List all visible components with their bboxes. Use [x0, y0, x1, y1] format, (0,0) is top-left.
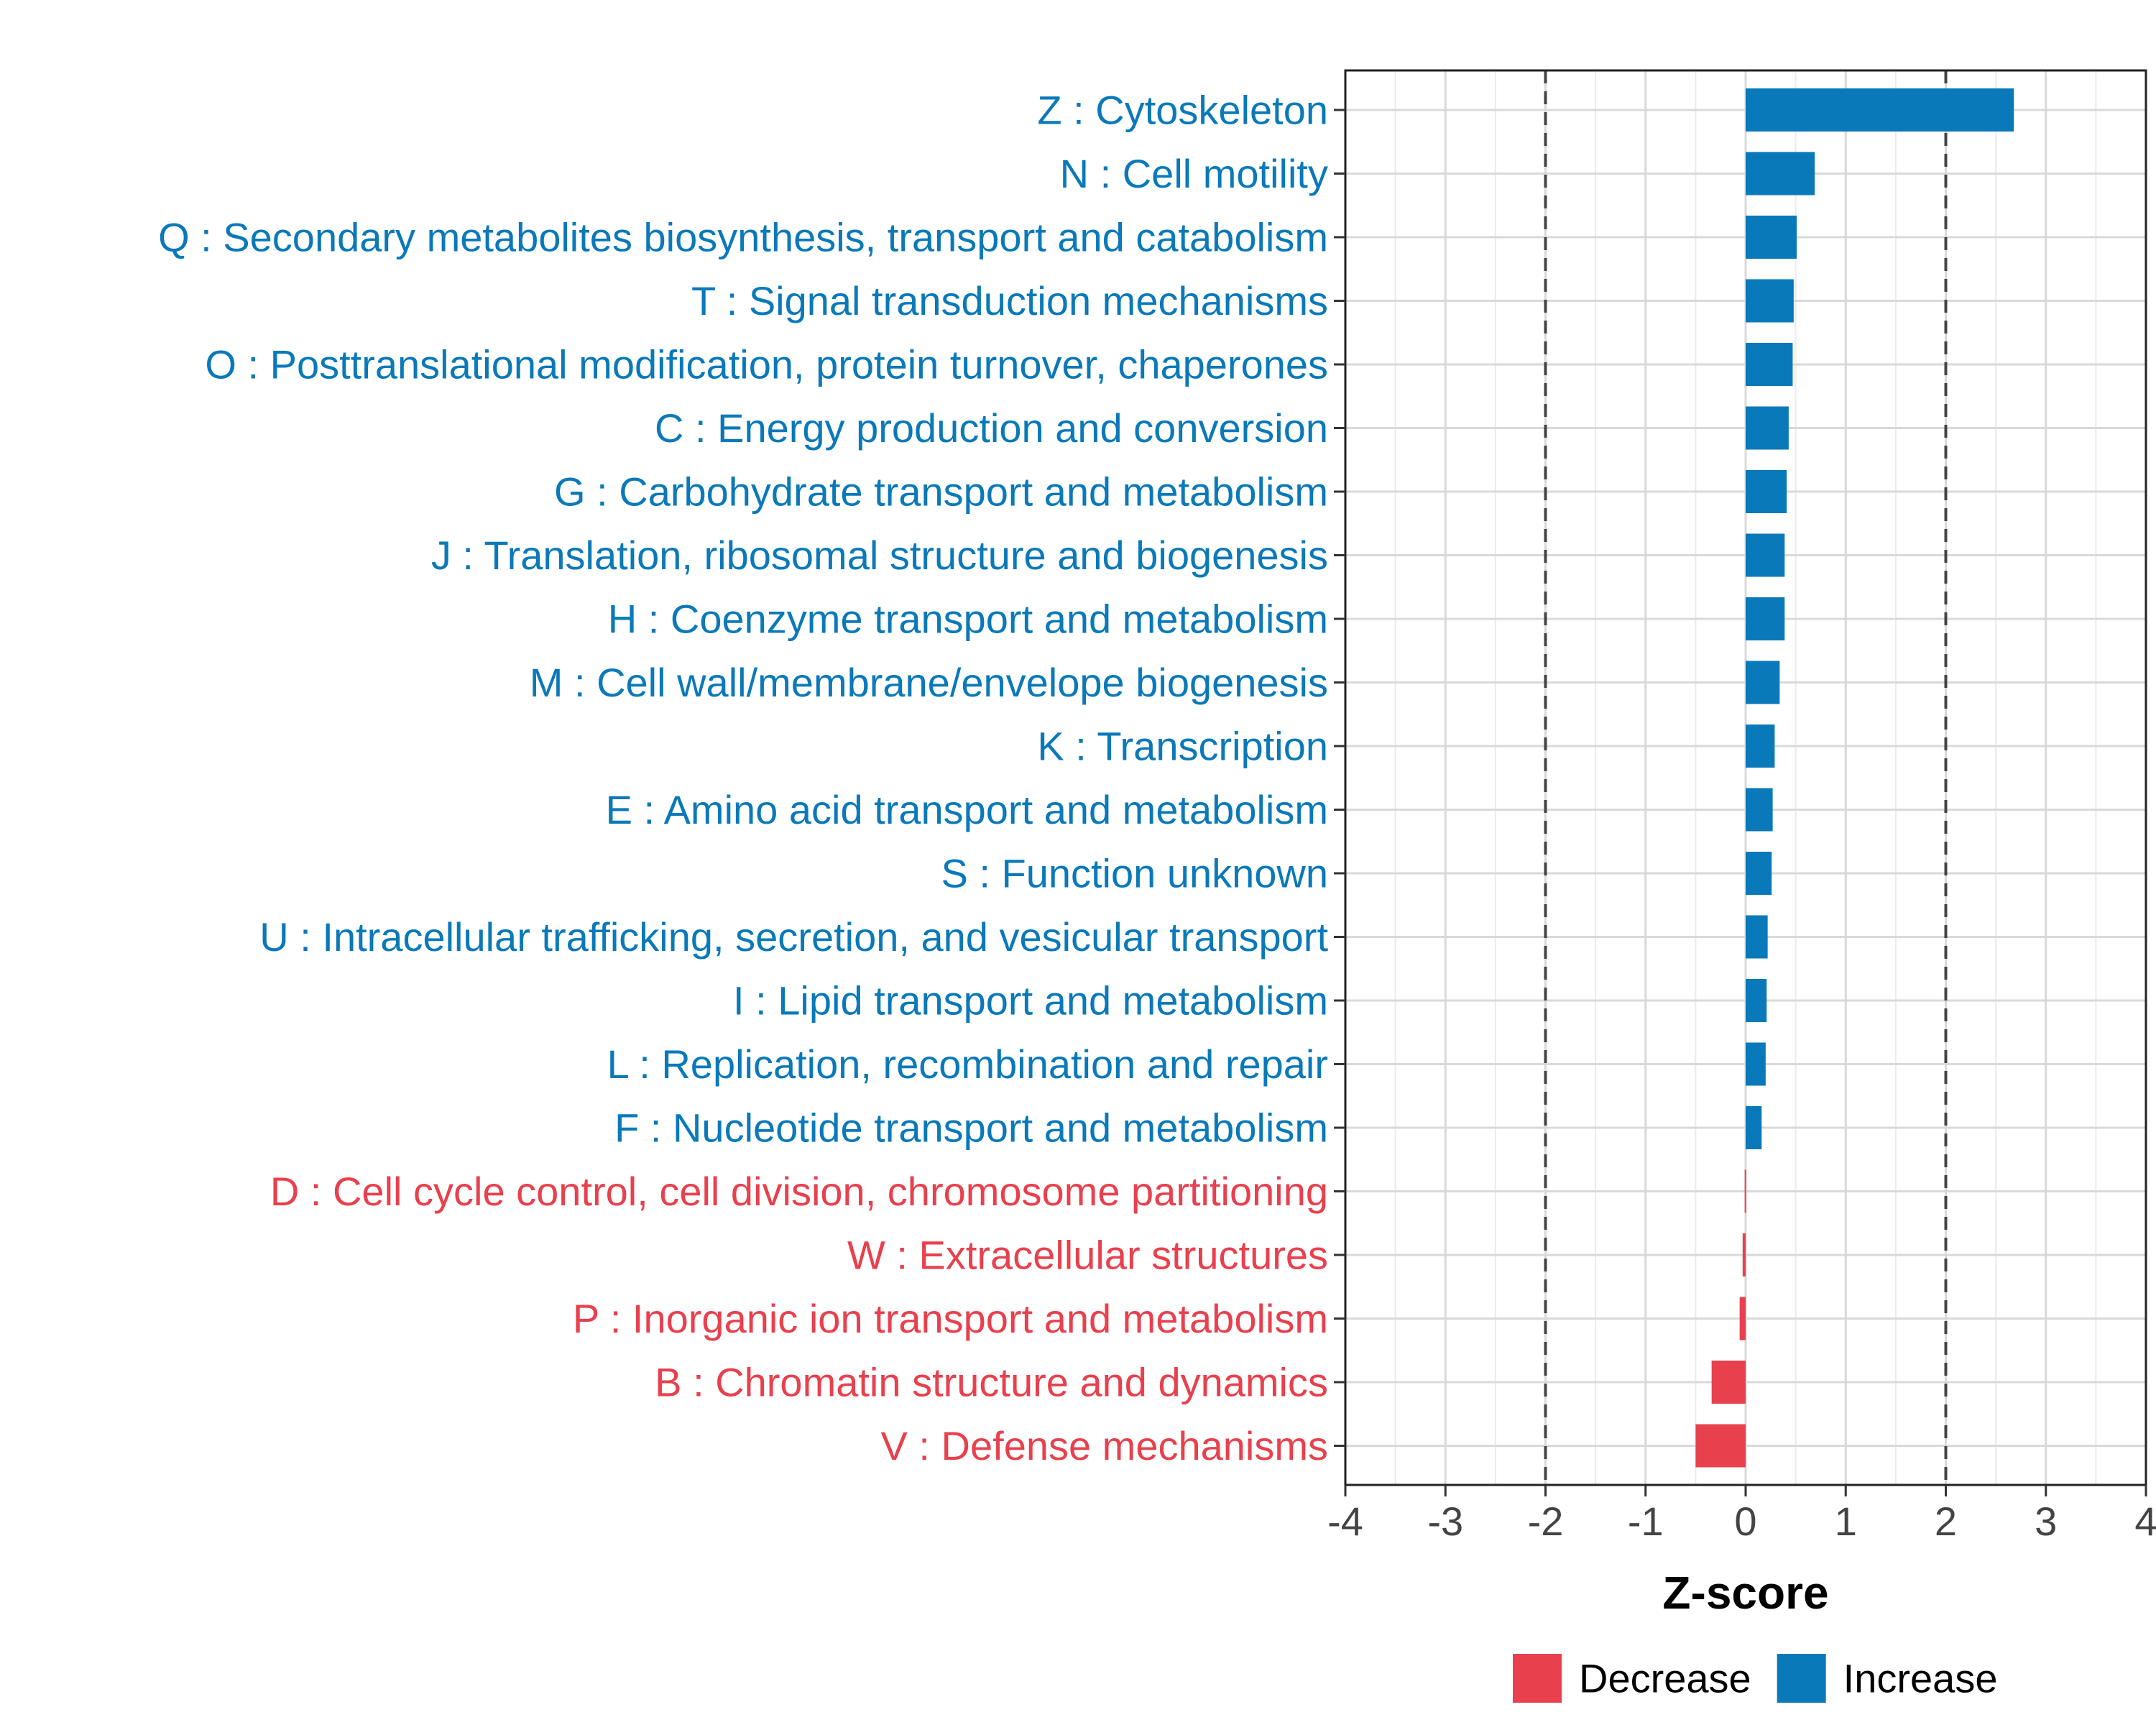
category-label: T : Signal transduction mechanisms: [691, 278, 1328, 323]
bar: [1746, 406, 1789, 450]
x-tick-label: 1: [1835, 1499, 1857, 1544]
x-tick-label: 4: [2134, 1499, 2156, 1544]
category-label: O : Posttranslational modification, prot…: [205, 342, 1328, 387]
category-label: U : Intracellular trafficking, secretion…: [259, 914, 1328, 960]
x-axis: -4 -3 -2 -1 0 1 2 3 4: [1327, 1485, 2156, 1544]
category-label: E : Amino acid transport and metabolism: [606, 787, 1328, 832]
category-label: G : Carbohydrate transport and metabolis…: [554, 469, 1328, 515]
bar: [1746, 216, 1797, 259]
bar: [1695, 1424, 1746, 1468]
category-label: C : Energy production and conversion: [655, 405, 1328, 451]
bar: [1746, 724, 1775, 768]
x-tick-label: -1: [1628, 1499, 1664, 1544]
category-label: F : Nucleotide transport and metabolism: [614, 1105, 1328, 1151]
x-axis-title: Z-score: [1662, 1567, 1828, 1619]
category-label: B : Chromatin structure and dynamics: [655, 1360, 1328, 1405]
category-label: V : Defense mechanisms: [881, 1423, 1328, 1468]
category-label: Z : Cytoskeleton: [1037, 88, 1328, 133]
bar: [1746, 470, 1787, 513]
bar: [1746, 788, 1773, 832]
legend-label: Decrease: [1579, 1656, 1751, 1701]
bar: [1739, 1297, 1746, 1340]
bar: [1711, 1361, 1746, 1404]
bars: [1695, 88, 2014, 1468]
x-tick-label: -3: [1427, 1499, 1463, 1544]
bar: [1746, 1106, 1762, 1149]
x-tick-label: -4: [1327, 1499, 1363, 1544]
category-label: S : Function unknown: [941, 851, 1328, 896]
category-label: H : Coenzyme transport and metabolism: [608, 597, 1328, 642]
x-tick-label: 2: [1935, 1499, 1957, 1544]
category-label: P : Inorganic ion transport and metaboli…: [573, 1296, 1328, 1341]
y-axis-ticks: [1334, 109, 1345, 1447]
category-label: W : Extracellular structures: [847, 1233, 1328, 1278]
bar: [1746, 343, 1793, 386]
bar: [1746, 88, 2014, 132]
category-label: K : Transcription: [1037, 724, 1328, 769]
category-label: L : Replication, recombination and repai…: [607, 1041, 1328, 1087]
bar: [1746, 1042, 1766, 1086]
bar: [1746, 279, 1794, 323]
bar: [1746, 661, 1780, 704]
category-label: M : Cell wall/membrane/envelope biogenes…: [530, 660, 1328, 705]
bar: [1746, 915, 1768, 959]
bar: [1746, 979, 1767, 1022]
bar: [1746, 152, 1815, 196]
category-label: J : Translation, ribosomal structure and…: [431, 533, 1328, 578]
legend-swatch: [1777, 1654, 1826, 1703]
reference-lines: [1544, 70, 1948, 1485]
category-label: N : Cell motility: [1060, 151, 1328, 196]
x-tick-label: 3: [2035, 1499, 2057, 1544]
category-label: D : Cell cycle control, cell division, c…: [270, 1169, 1328, 1214]
legend-label: Increase: [1843, 1656, 1998, 1701]
bar: [1746, 597, 1785, 640]
category-label: I : Lipid transport and metabolism: [733, 978, 1328, 1024]
bar: [1746, 852, 1772, 895]
legend-swatch: [1513, 1654, 1562, 1703]
x-tick-label: 0: [1734, 1499, 1756, 1544]
category-label: Q : Secondary metabolites biosynthesis, …: [158, 215, 1328, 260]
bar: [1744, 1169, 1746, 1213]
legend: Decrease Increase: [1513, 1654, 1997, 1703]
category-labels: Z : Cytoskeleton N : Cell motility Q : Sec…: [158, 88, 1328, 1469]
bar: [1746, 533, 1785, 577]
x-tick-label: -2: [1528, 1499, 1564, 1544]
bar: [1742, 1233, 1746, 1276]
